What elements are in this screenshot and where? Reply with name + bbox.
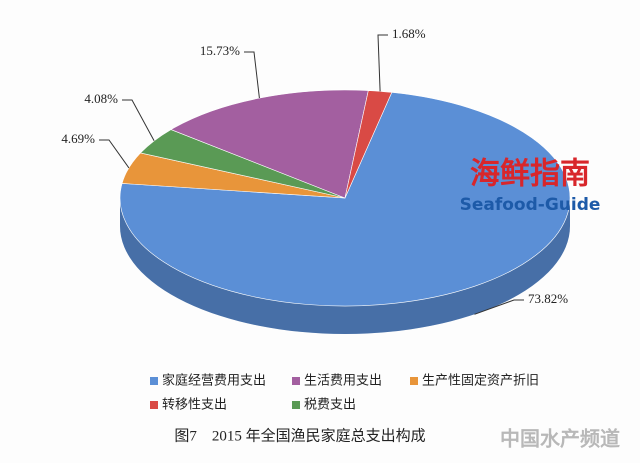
slice-side-shade	[120, 198, 570, 334]
legend-label: 税费支出	[304, 398, 356, 413]
slice-side	[120, 198, 570, 334]
data-label: 1.68%	[392, 26, 426, 41]
watermark-subtitle: Seafood-Guide	[460, 195, 601, 215]
legend-label: 生产性固定资产折旧	[422, 374, 539, 389]
slice	[119, 92, 571, 307]
legend-swatch	[150, 401, 158, 409]
leader-line	[244, 51, 260, 99]
leader-line	[99, 139, 130, 169]
leader-line	[122, 99, 155, 142]
leader-line	[474, 299, 524, 315]
legend-swatch	[410, 377, 418, 385]
legend-label: 生活费用支出	[304, 374, 382, 389]
data-label: 4.69%	[61, 131, 95, 146]
legend-swatch	[292, 401, 300, 409]
watermark-source: 中国水产频道	[500, 427, 620, 451]
watermark-title: 海鲜指南	[470, 157, 590, 192]
data-label: 4.08%	[84, 91, 118, 106]
legend-swatch	[150, 377, 158, 385]
chart-title: 图7 2015 年全国渔民家庭总支出构成	[174, 426, 425, 444]
data-label: 73.82%	[528, 291, 568, 306]
legend-label: 家庭经营费用支出	[162, 373, 266, 389]
pie: 73.82% 15.73% 4.69% 1.68% 4.08%	[61, 26, 571, 334]
leader-line	[377, 34, 388, 92]
data-label: 15.73%	[200, 43, 240, 58]
slice	[344, 90, 393, 199]
slice	[170, 89, 369, 199]
legend-label: 转移性支出	[162, 398, 227, 413]
legend-swatch	[292, 377, 300, 385]
